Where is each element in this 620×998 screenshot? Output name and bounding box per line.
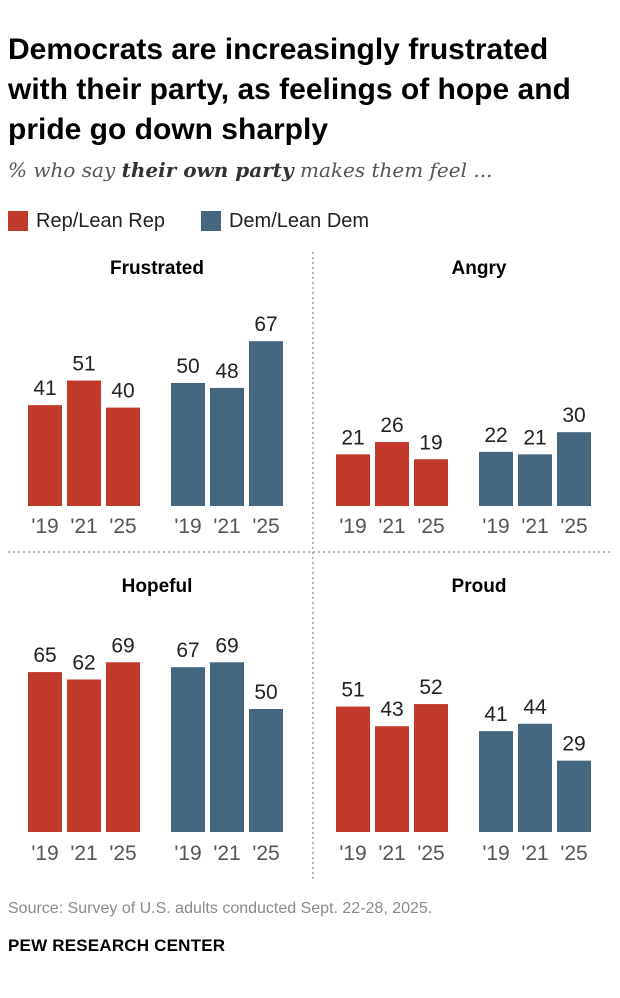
tick-label-angry-s1-1: '21 bbox=[521, 515, 548, 538]
value-label-hopeful-s1-1: 69 bbox=[215, 634, 238, 657]
tick-label-hopeful-s1-1: '21 bbox=[213, 842, 240, 865]
bar-proud-s0-0 bbox=[336, 706, 370, 832]
tick-label-hopeful-s0-2: '25 bbox=[109, 842, 136, 865]
value-label-proud-s0-2: 52 bbox=[419, 676, 442, 699]
bar-angry-s0-2 bbox=[414, 459, 448, 506]
legend-label-dem: Dem/Lean Dem bbox=[228, 209, 370, 232]
panel-title-hopeful: Hopeful bbox=[122, 576, 193, 597]
bar-hopeful-s0-1 bbox=[67, 679, 101, 832]
bar-hopeful-s0-2 bbox=[106, 662, 140, 832]
bar-frustrated-s0-0 bbox=[28, 405, 62, 506]
tick-label-frustrated-s0-0: '19 bbox=[31, 515, 58, 538]
value-label-hopeful-s1-2: 50 bbox=[254, 681, 277, 704]
tick-label-frustrated-s1-1: '21 bbox=[213, 515, 240, 538]
tick-label-hopeful-s0-1: '21 bbox=[70, 842, 97, 865]
value-label-hopeful-s0-0: 65 bbox=[33, 644, 56, 667]
bar-angry-s1-0 bbox=[479, 451, 513, 506]
bar-frustrated-s0-2 bbox=[106, 407, 140, 506]
tick-label-angry-s0-1: '21 bbox=[378, 515, 405, 538]
value-label-frustrated-s0-1: 51 bbox=[72, 353, 95, 376]
value-label-angry-s1-2: 30 bbox=[562, 404, 585, 427]
chart-title: Democrats are increasingly frustrated wi… bbox=[8, 33, 571, 146]
legend-swatch-dem bbox=[200, 211, 221, 231]
bar-angry-s0-1 bbox=[375, 442, 409, 506]
tick-label-hopeful-s0-0: '19 bbox=[31, 842, 58, 865]
tick-label-angry-s1-0: '19 bbox=[482, 515, 509, 538]
bar-angry-s1-1 bbox=[518, 454, 552, 506]
bar-angry-s1-2 bbox=[557, 432, 591, 506]
bar-charts: Frustrated 41 '19 51 '21 40 '25 50 '19 48 '21 67 '25… bbox=[8, 252, 612, 880]
value-label-frustrated-s1-1: 48 bbox=[215, 360, 238, 383]
subtitle-suffix: makes them feel ... bbox=[293, 158, 493, 182]
value-label-angry-s0-0: 21 bbox=[341, 426, 364, 449]
bar-hopeful-s1-2 bbox=[249, 709, 283, 832]
tick-label-frustrated-s1-2: '25 bbox=[252, 515, 279, 538]
legend-item-rep: Rep/Lean Rep bbox=[8, 210, 165, 233]
tick-label-frustrated-s0-2: '25 bbox=[109, 515, 136, 538]
bar-frustrated-s0-1 bbox=[67, 380, 101, 506]
value-label-proud-s1-2: 29 bbox=[562, 733, 585, 756]
bar-frustrated-s1-0 bbox=[171, 383, 205, 506]
legend: Rep/Lean Rep Dem/Lean Dem bbox=[8, 208, 405, 234]
tick-label-frustrated-s1-0: '19 bbox=[174, 515, 201, 538]
tick-label-frustrated-s0-1: '21 bbox=[70, 515, 97, 538]
tick-label-proud-s0-0: '19 bbox=[339, 842, 366, 865]
value-label-angry-s0-2: 19 bbox=[419, 431, 442, 454]
tick-label-proud-s1-0: '19 bbox=[482, 842, 509, 865]
tick-label-proud-s0-1: '21 bbox=[378, 842, 405, 865]
tick-label-angry-s0-0: '19 bbox=[339, 515, 366, 538]
tick-label-hopeful-s1-2: '25 bbox=[252, 842, 279, 865]
brand-logo-text: PEW RESEARCH CENTER bbox=[8, 936, 226, 955]
value-label-proud-s1-1: 44 bbox=[523, 696, 547, 719]
legend-label-rep: Rep/Lean Rep bbox=[36, 209, 165, 232]
value-label-hopeful-s1-0: 67 bbox=[176, 639, 199, 662]
bar-proud-s1-1 bbox=[518, 723, 552, 832]
subtitle-emphasis: their own party bbox=[121, 158, 294, 182]
value-label-hopeful-s0-1: 62 bbox=[72, 651, 95, 674]
value-label-angry-s1-1: 21 bbox=[523, 426, 546, 449]
panel-title-angry: Angry bbox=[452, 258, 507, 279]
panel-title-frustrated: Frustrated bbox=[110, 258, 204, 279]
bar-proud-s1-0 bbox=[479, 731, 513, 832]
tick-label-proud-s1-1: '21 bbox=[521, 842, 548, 865]
tick-label-proud-s0-2: '25 bbox=[417, 842, 444, 865]
tick-label-angry-s1-2: '25 bbox=[560, 515, 587, 538]
value-label-frustrated-s0-0: 41 bbox=[33, 377, 56, 400]
value-label-angry-s1-0: 22 bbox=[484, 424, 507, 447]
bar-proud-s0-2 bbox=[414, 704, 448, 832]
bar-hopeful-s1-0 bbox=[171, 667, 205, 832]
bar-angry-s0-0 bbox=[336, 454, 370, 506]
value-label-frustrated-s0-2: 40 bbox=[111, 380, 134, 403]
subtitle-prefix: % who say bbox=[8, 158, 122, 182]
legend-item-dem: Dem/Lean Dem bbox=[200, 209, 370, 233]
value-label-frustrated-s1-2: 67 bbox=[254, 313, 277, 336]
legend-swatch-rep bbox=[8, 211, 28, 231]
value-label-proud-s0-1: 43 bbox=[380, 698, 403, 721]
bar-frustrated-s1-1 bbox=[210, 387, 244, 506]
bar-frustrated-s1-2 bbox=[249, 341, 283, 506]
value-label-frustrated-s1-0: 50 bbox=[176, 355, 199, 378]
bar-proud-s1-2 bbox=[557, 760, 591, 832]
bar-hopeful-s0-0 bbox=[28, 672, 62, 832]
bar-hopeful-s1-1 bbox=[210, 662, 244, 832]
tick-label-angry-s0-2: '25 bbox=[417, 515, 444, 538]
chart-subtitle: % who say their own party makes them fee… bbox=[8, 158, 492, 182]
panel-title-proud: Proud bbox=[452, 576, 507, 597]
tick-label-proud-s1-2: '25 bbox=[560, 842, 587, 865]
bar-proud-s0-1 bbox=[375, 726, 409, 832]
source-note: Source: Survey of U.S. adults conducted … bbox=[8, 900, 433, 917]
value-label-proud-s1-0: 41 bbox=[484, 703, 507, 726]
value-label-hopeful-s0-2: 69 bbox=[111, 634, 134, 657]
value-label-angry-s0-1: 26 bbox=[380, 414, 403, 437]
tick-label-hopeful-s1-0: '19 bbox=[174, 842, 201, 865]
value-label-proud-s0-0: 51 bbox=[341, 679, 364, 702]
